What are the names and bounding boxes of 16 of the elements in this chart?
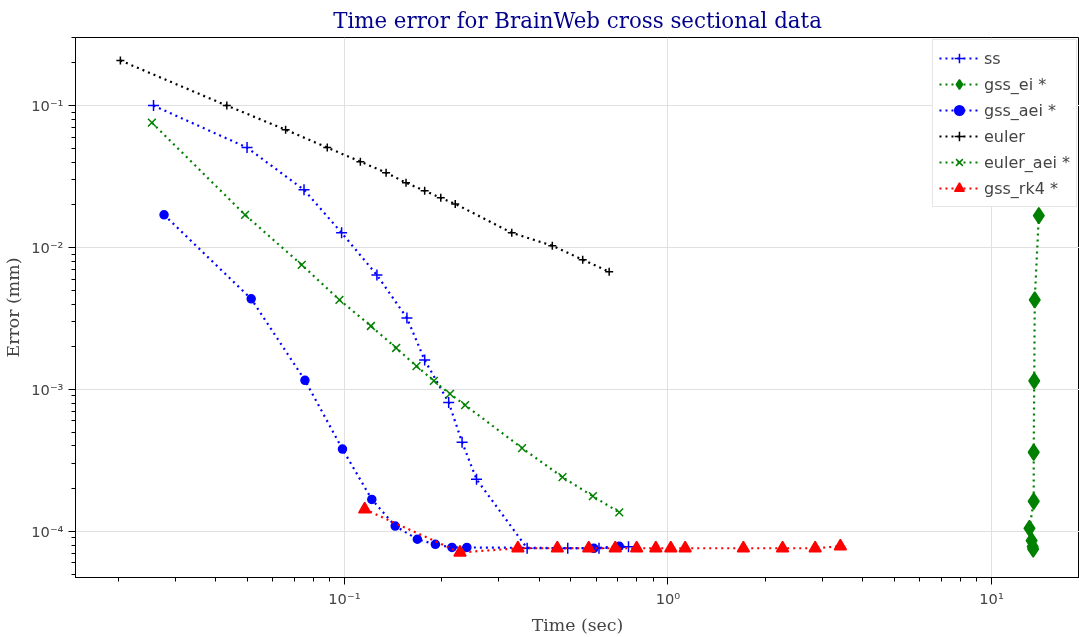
x-tick-label: 10¹ (979, 589, 1004, 607)
legend-label: ss (983, 48, 1002, 68)
y-axis-title: Error (mm) (3, 257, 24, 358)
legend-label: gss_ei * (983, 74, 1047, 94)
legend-label: gss_rk4 * (983, 178, 1058, 198)
chart-title: Time error for BrainWeb cross sectional data (333, 7, 823, 33)
x-tick-label: 10⁻¹ (328, 589, 361, 607)
y-tick-label: 10⁻² (31, 239, 64, 257)
legend-label: euler (983, 126, 1025, 146)
y-tick-label: 10⁻⁴ (31, 522, 64, 540)
x-axis-title: Time (sec) (531, 614, 624, 635)
y-tick-label: 10⁻¹ (31, 97, 64, 115)
x-tick-label: 10⁰ (655, 589, 681, 607)
y-tick-label: 10⁻³ (31, 380, 64, 398)
legend-label: gss_aei * (983, 100, 1056, 120)
legend-label: euler_aei * (983, 152, 1070, 172)
